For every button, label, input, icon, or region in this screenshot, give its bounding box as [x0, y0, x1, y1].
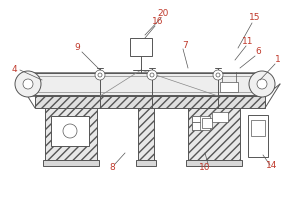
Circle shape [213, 70, 223, 80]
Text: 7: 7 [182, 40, 188, 49]
Bar [138, 108, 154, 160]
Circle shape [216, 73, 220, 77]
Text: 8: 8 [109, 164, 115, 172]
Circle shape [95, 70, 105, 80]
Circle shape [257, 79, 267, 89]
Text: 16: 16 [152, 18, 164, 26]
Bar [192, 122, 200, 130]
Circle shape [23, 79, 33, 89]
Bar [43, 160, 99, 166]
Circle shape [63, 124, 77, 138]
Circle shape [147, 70, 157, 80]
Bar [192, 116, 210, 130]
Text: 11: 11 [242, 38, 254, 46]
Bar [186, 160, 242, 166]
Text: 20: 20 [157, 8, 169, 18]
Bar [202, 118, 212, 128]
Circle shape [15, 71, 41, 97]
Text: 6: 6 [255, 47, 261, 56]
Bar [220, 82, 238, 92]
Bar [192, 116, 200, 122]
Bar [248, 115, 268, 157]
Bar [51, 116, 89, 146]
Circle shape [98, 73, 102, 77]
Text: 14: 14 [266, 160, 278, 170]
Bar [28, 73, 262, 95]
Text: 4: 4 [11, 66, 17, 74]
Bar [212, 112, 228, 122]
Text: 9: 9 [74, 44, 80, 52]
Bar [35, 96, 265, 108]
Text: 10: 10 [199, 164, 211, 172]
Text: 1: 1 [275, 55, 281, 64]
Circle shape [249, 71, 275, 97]
Bar [45, 108, 97, 160]
Text: 15: 15 [249, 14, 261, 22]
Bar [130, 38, 152, 56]
Bar [188, 108, 240, 160]
Circle shape [150, 73, 154, 77]
Bar [136, 160, 156, 166]
Bar [251, 120, 265, 136]
